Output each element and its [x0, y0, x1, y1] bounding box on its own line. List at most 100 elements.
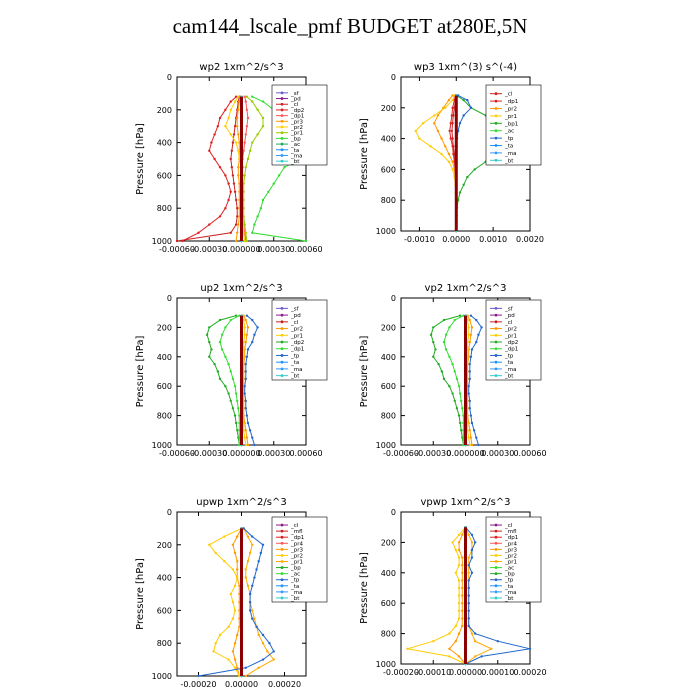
legend-label: _cl: [504, 523, 513, 529]
data-point: [220, 348, 224, 351]
legend-marker: [280, 529, 284, 533]
y-axis-label: Pressure [hPa]: [359, 336, 370, 408]
data-point: [470, 632, 474, 635]
data-point: [244, 407, 247, 410]
data-point: [457, 617, 461, 620]
data-point: [461, 533, 464, 536]
data-point: [236, 215, 239, 218]
data-point: [473, 632, 477, 635]
data-point: [469, 333, 473, 336]
data-point: [457, 541, 461, 544]
x-tick-label: 0.00010: [481, 668, 514, 677]
legend-marker: [280, 590, 284, 594]
data-point: [468, 340, 471, 344]
legend-marker: [280, 566, 284, 569]
data-point: [218, 116, 222, 120]
legend-marker: [494, 360, 498, 364]
data-point: [466, 98, 469, 102]
y-axis-label: Pressure [hPa]: [359, 118, 370, 190]
legend-label: _pr2: [290, 125, 303, 131]
data-point: [450, 114, 454, 117]
data-point: [450, 129, 454, 133]
data-point: [469, 106, 473, 110]
data-point: [469, 355, 473, 358]
data-point: [468, 362, 471, 366]
legend-label: _cl: [290, 523, 299, 529]
legend-marker: [280, 102, 284, 106]
series-line-pr1: [243, 528, 275, 677]
legend-label: _sf: [290, 91, 300, 97]
legend-marker: [494, 367, 498, 371]
data-point: [461, 617, 464, 620]
data-point: [442, 377, 446, 381]
data-point: [181, 239, 184, 243]
data-point: [248, 609, 252, 612]
data-point: [231, 141, 235, 144]
data-point: [208, 340, 211, 344]
data-point: [231, 174, 235, 177]
data-point: [440, 152, 443, 156]
series-line-pr2: [407, 526, 466, 665]
legend-marker: [494, 523, 498, 527]
data-point: [467, 436, 470, 439]
legend-marker: [494, 107, 498, 110]
data-point: [246, 560, 250, 563]
data-point: [261, 116, 265, 120]
data-point: [213, 362, 216, 366]
data-point: [245, 355, 249, 358]
data-point: [244, 576, 247, 579]
data-point: [229, 370, 232, 373]
data-point: [448, 355, 451, 358]
legend-marker: [494, 554, 498, 557]
data-point: [451, 362, 454, 366]
data-point: [447, 98, 451, 102]
data-point: [238, 314, 241, 317]
legend-label: _ma: [290, 590, 302, 596]
data-point: [214, 551, 217, 555]
data-point: [466, 355, 469, 358]
legend-label: _bp: [290, 136, 301, 142]
data-point: [243, 223, 246, 226]
legend-marker: [280, 367, 284, 371]
data-point: [231, 568, 235, 571]
legend-marker: [280, 347, 284, 351]
data-point: [238, 592, 241, 596]
data-point: [467, 556, 470, 559]
x-tick-label: 0.0020: [516, 235, 544, 244]
data-point: [458, 191, 462, 194]
data-point: [267, 190, 270, 193]
legend-label: _ta: [290, 584, 299, 590]
y-tick-label: 200: [157, 323, 172, 332]
data-point: [451, 168, 454, 171]
legend-label: _dp2: [504, 340, 518, 346]
data-point: [227, 625, 230, 628]
data-point: [461, 556, 464, 559]
data-point: [244, 443, 247, 447]
data-point: [218, 166, 222, 169]
data-point: [455, 377, 459, 381]
legend-box: [485, 299, 542, 381]
data-point: [457, 564, 461, 567]
legend-marker: [280, 554, 284, 557]
data-point: [467, 594, 470, 597]
y-tick-label: 1000: [376, 660, 396, 669]
y-tick-label: 600: [381, 165, 396, 174]
y-tick-label: 1000: [152, 441, 172, 450]
legend-label: _cl: [290, 102, 299, 108]
y-tick-label: 600: [157, 171, 172, 180]
data-point: [227, 116, 230, 120]
x-tick-label: -0.00020: [383, 668, 419, 677]
legend-marker: [494, 92, 498, 96]
legend-marker: [280, 535, 284, 539]
data-point: [473, 168, 476, 171]
legend-label: _bt: [504, 596, 514, 602]
data-point: [449, 137, 452, 140]
data-point: [236, 116, 239, 120]
data-point: [457, 533, 461, 536]
data-point: [272, 650, 275, 653]
legend-marker: [494, 578, 498, 582]
data-point: [466, 175, 469, 179]
data-point: [238, 157, 241, 161]
data-point: [243, 392, 246, 395]
legend-marker: [280, 306, 284, 310]
